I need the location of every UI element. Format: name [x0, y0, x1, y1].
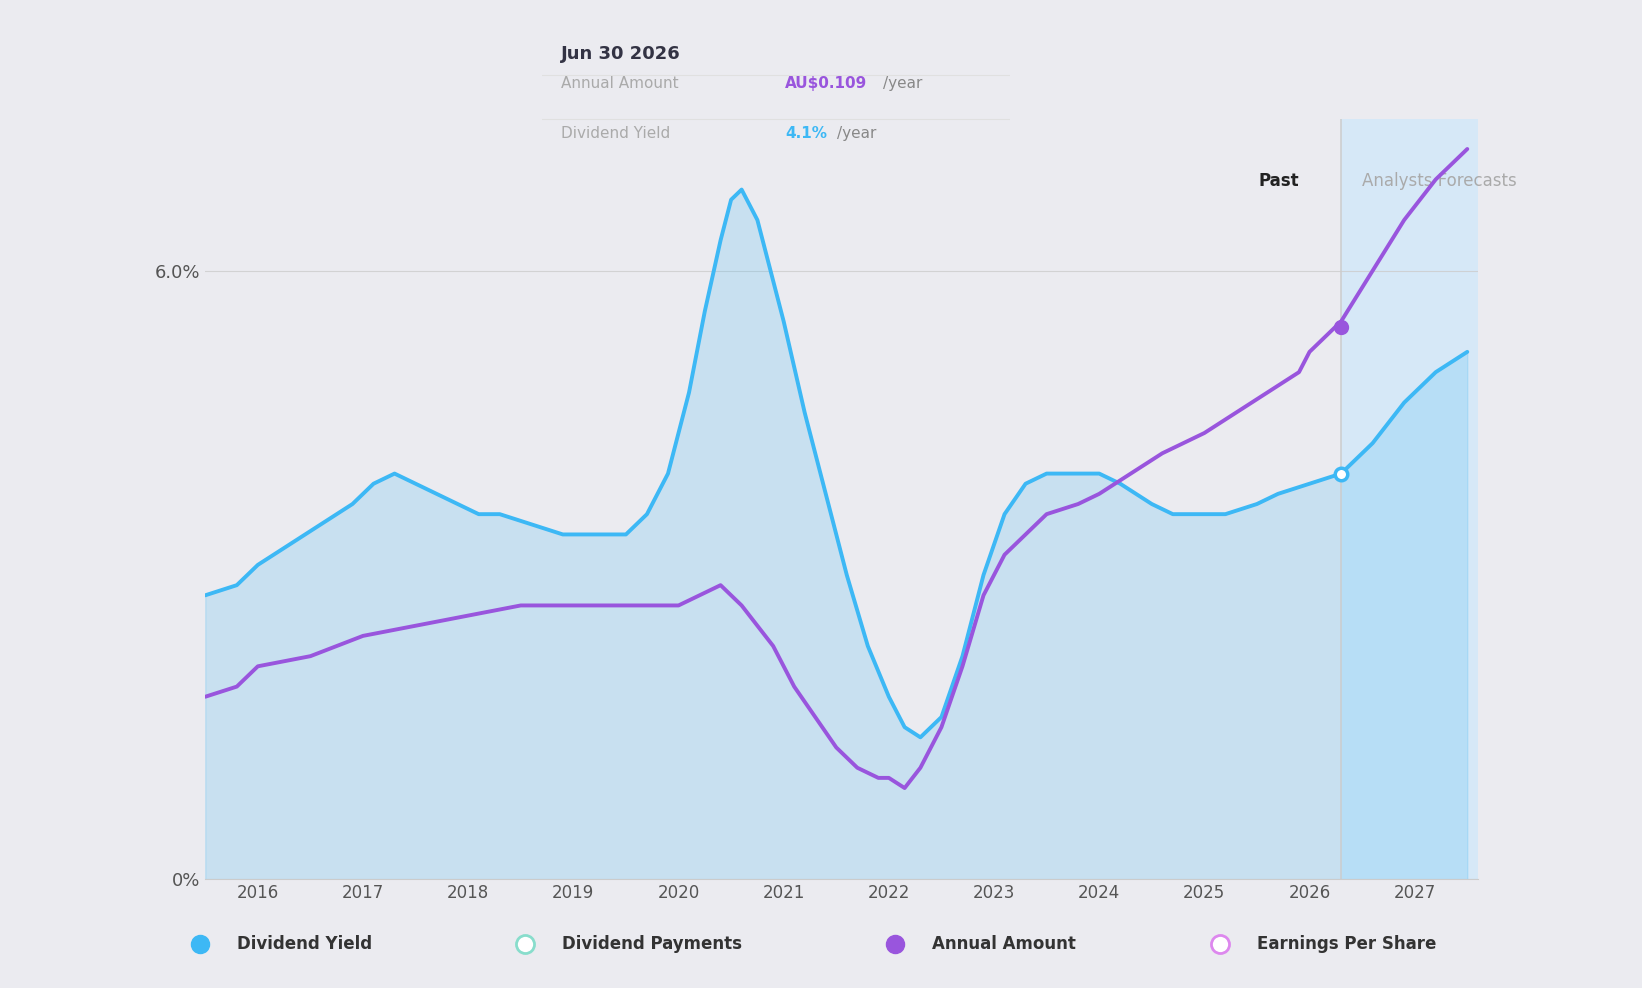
Bar — [1342, 119, 1478, 879]
Text: /year: /year — [837, 125, 877, 140]
Text: Dividend Yield: Dividend Yield — [560, 125, 670, 140]
Text: AU$0.109: AU$0.109 — [785, 76, 867, 91]
Text: Earnings Per Share: Earnings Per Share — [1258, 935, 1437, 952]
Text: Jun 30 2026: Jun 30 2026 — [560, 44, 680, 62]
Text: Annual Amount: Annual Amount — [933, 935, 1076, 952]
Text: Dividend Payments: Dividend Payments — [562, 935, 742, 952]
Text: 4.1%: 4.1% — [785, 125, 828, 140]
Text: Dividend Yield: Dividend Yield — [238, 935, 373, 952]
Text: Analysts Forecasts: Analysts Forecasts — [1363, 172, 1517, 190]
Text: Annual Amount: Annual Amount — [560, 76, 678, 91]
Text: Past: Past — [1258, 172, 1299, 190]
Text: /year: /year — [883, 76, 923, 91]
